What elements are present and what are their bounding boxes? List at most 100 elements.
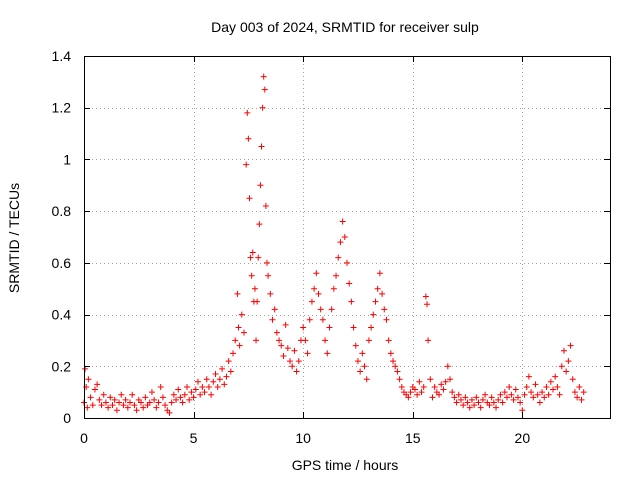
y-tick-label: 0.2 <box>52 358 72 374</box>
data-point <box>396 376 403 383</box>
data-point <box>532 381 539 388</box>
data-point <box>122 396 129 403</box>
data-point <box>216 376 223 383</box>
data-point <box>166 409 173 416</box>
data-point <box>517 399 524 406</box>
data-point <box>157 383 164 390</box>
data-point <box>501 389 508 396</box>
data-point <box>87 394 94 401</box>
data-point <box>405 394 412 401</box>
data-point <box>339 218 346 225</box>
data-point <box>308 298 315 305</box>
data-point <box>315 290 322 297</box>
data-point <box>571 389 578 396</box>
y-tick-label: 0 <box>63 410 71 426</box>
data-point <box>545 391 552 398</box>
data-point <box>84 404 91 411</box>
data-point <box>146 399 153 406</box>
data-point <box>267 290 274 297</box>
data-point <box>201 389 208 396</box>
data-point <box>271 306 278 313</box>
data-point <box>225 358 232 365</box>
data-point <box>473 394 480 401</box>
data-point <box>475 399 482 406</box>
data-point <box>333 272 340 279</box>
data-point <box>354 358 361 365</box>
data-point <box>565 358 572 365</box>
data-point <box>422 293 429 300</box>
data-point <box>510 396 517 403</box>
data-point <box>295 358 302 365</box>
data-point <box>541 394 548 401</box>
data-point <box>186 396 193 403</box>
data-point <box>536 399 543 406</box>
data-point <box>190 394 197 401</box>
data-point <box>438 381 445 388</box>
data-point <box>113 407 120 414</box>
data-point <box>260 73 267 80</box>
data-point <box>256 221 263 228</box>
grid-layer <box>84 56 610 418</box>
data-point <box>442 378 449 385</box>
data-point <box>96 396 103 403</box>
data-point <box>493 404 500 411</box>
data-point <box>398 383 405 390</box>
data-point <box>471 402 478 409</box>
data-point <box>423 301 430 308</box>
data-point <box>129 391 136 398</box>
data-point <box>111 396 118 403</box>
data-point <box>385 337 392 344</box>
data-point <box>348 298 355 305</box>
data-point <box>100 391 107 398</box>
data-point <box>486 402 493 409</box>
data-point <box>578 396 585 403</box>
data-point <box>468 396 475 403</box>
y-tick-label: 1 <box>63 151 71 167</box>
data-point <box>120 402 127 409</box>
data-point <box>523 383 530 390</box>
data-point <box>464 399 471 406</box>
data-point <box>227 368 234 375</box>
x-tick-label: 20 <box>515 430 531 446</box>
data-point <box>148 389 155 396</box>
y-tick-label: 1.2 <box>52 100 72 116</box>
data-point <box>550 386 557 393</box>
data-point <box>330 285 337 292</box>
data-point <box>199 383 206 390</box>
data-point <box>243 161 250 168</box>
data-point <box>289 363 296 370</box>
data-point <box>440 386 447 393</box>
data-point <box>230 350 237 357</box>
data-point <box>374 285 381 292</box>
data-point <box>508 391 515 398</box>
marks-layer <box>81 73 587 416</box>
data-point <box>264 259 271 266</box>
data-point <box>261 86 268 93</box>
data-point <box>235 324 242 331</box>
data-point <box>574 394 581 401</box>
data-point <box>344 259 350 266</box>
data-point <box>326 324 333 331</box>
data-point <box>192 386 199 393</box>
data-point <box>411 386 418 393</box>
data-point <box>528 389 535 396</box>
data-point <box>184 383 191 390</box>
data-point <box>212 371 219 378</box>
data-point <box>142 394 149 401</box>
x-tick-label: 0 <box>80 430 88 446</box>
data-point <box>155 399 162 406</box>
data-point <box>414 391 421 398</box>
data-point <box>372 298 379 305</box>
data-point <box>495 396 502 403</box>
data-point <box>133 407 140 414</box>
data-point <box>363 376 370 383</box>
data-point <box>280 352 287 359</box>
data-point <box>219 365 226 372</box>
data-point <box>462 394 469 401</box>
data-point <box>94 381 101 388</box>
data-point <box>425 337 432 344</box>
data-point <box>269 316 276 323</box>
data-point <box>576 383 583 390</box>
data-point <box>223 373 230 380</box>
